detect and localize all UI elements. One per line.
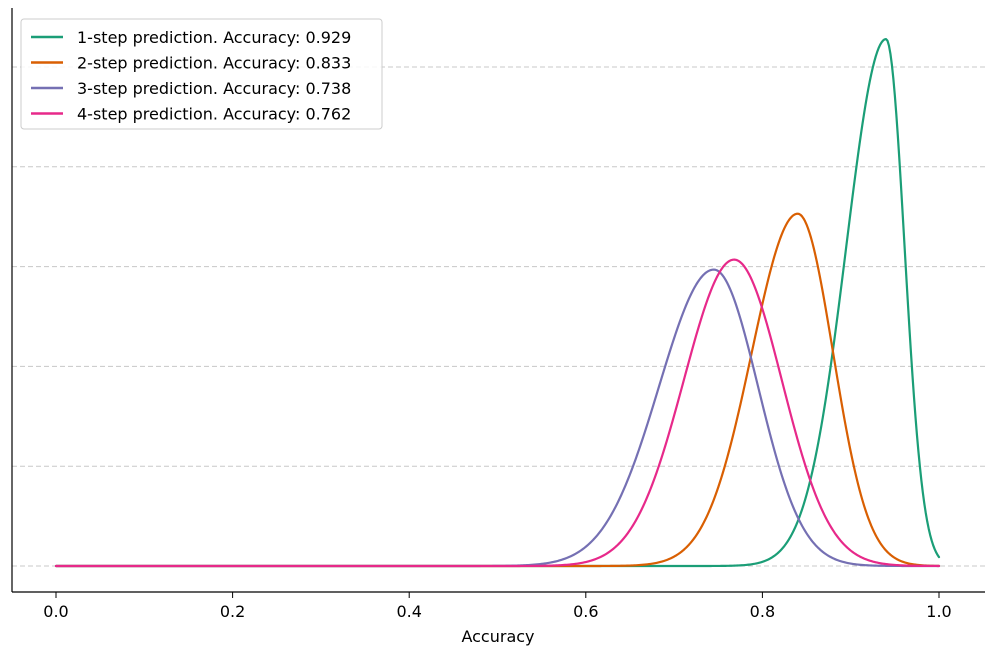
series-line-3 <box>54 268 941 568</box>
x-tick-label: 0.6 <box>573 602 598 621</box>
legend: 1-step prediction. Accuracy: 0.929 2-step… <box>20 18 383 130</box>
axes <box>11 8 985 593</box>
grid-lines <box>12 66 985 567</box>
x-axis-label: Accuracy <box>461 627 534 646</box>
x-tick-label: 0.0 <box>43 602 68 621</box>
x-tick-label: 1.0 <box>926 602 951 621</box>
series-lines <box>54 37 941 568</box>
x-ticks: 0.0 0.2 0.4 0.6 0.8 1.0 <box>43 592 952 621</box>
legend-label-3: 3-step prediction. Accuracy: 0.738 <box>77 79 351 98</box>
series-line-4 <box>54 258 941 568</box>
legend-label-1: 1-step prediction. Accuracy: 0.929 <box>77 28 351 47</box>
x-tick-label: 0.4 <box>396 602 421 621</box>
legend-box <box>20 18 383 130</box>
legend-label-4: 4-step prediction. Accuracy: 0.762 <box>77 105 351 124</box>
x-tick-label: 0.8 <box>750 602 775 621</box>
legend-label-2: 2-step prediction. Accuracy: 0.833 <box>77 54 351 73</box>
x-tick-label: 0.2 <box>220 602 245 621</box>
